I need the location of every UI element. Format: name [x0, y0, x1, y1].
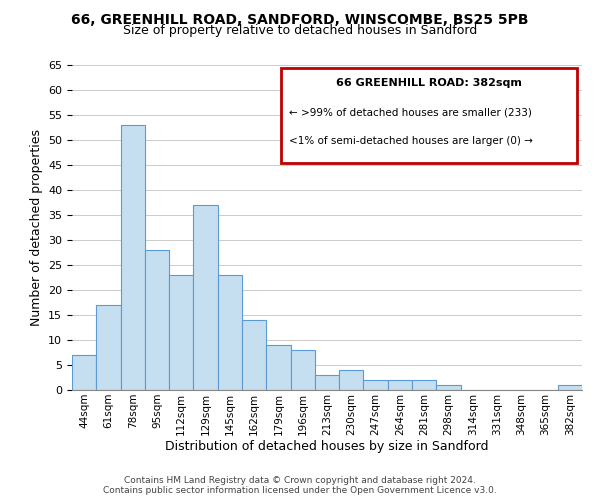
Bar — [290, 350, 315, 390]
Y-axis label: Number of detached properties: Number of detached properties — [29, 129, 43, 326]
Bar — [558, 385, 582, 390]
Bar — [193, 205, 218, 390]
Text: Contains HM Land Registry data © Crown copyright and database right 2024.: Contains HM Land Registry data © Crown c… — [124, 476, 476, 485]
Bar — [218, 275, 242, 390]
Text: 66, GREENHILL ROAD, SANDFORD, WINSCOMBE, BS25 5PB: 66, GREENHILL ROAD, SANDFORD, WINSCOMBE,… — [71, 12, 529, 26]
Bar — [145, 250, 169, 390]
Text: ← >99% of detached houses are smaller (233): ← >99% of detached houses are smaller (2… — [289, 108, 532, 117]
Bar — [121, 125, 145, 390]
Bar — [242, 320, 266, 390]
Text: Size of property relative to detached houses in Sandford: Size of property relative to detached ho… — [123, 24, 477, 37]
Bar — [266, 345, 290, 390]
Bar — [169, 275, 193, 390]
Text: Contains public sector information licensed under the Open Government Licence v3: Contains public sector information licen… — [103, 486, 497, 495]
Bar — [339, 370, 364, 390]
Bar — [96, 305, 121, 390]
Text: <1% of semi-detached houses are larger (0) →: <1% of semi-detached houses are larger (… — [289, 136, 533, 146]
Bar — [315, 375, 339, 390]
Bar — [72, 355, 96, 390]
Bar — [388, 380, 412, 390]
Text: 66 GREENHILL ROAD: 382sqm: 66 GREENHILL ROAD: 382sqm — [336, 78, 522, 88]
Bar — [412, 380, 436, 390]
Bar — [364, 380, 388, 390]
X-axis label: Distribution of detached houses by size in Sandford: Distribution of detached houses by size … — [165, 440, 489, 454]
Bar — [436, 385, 461, 390]
FancyBboxPatch shape — [281, 68, 577, 162]
